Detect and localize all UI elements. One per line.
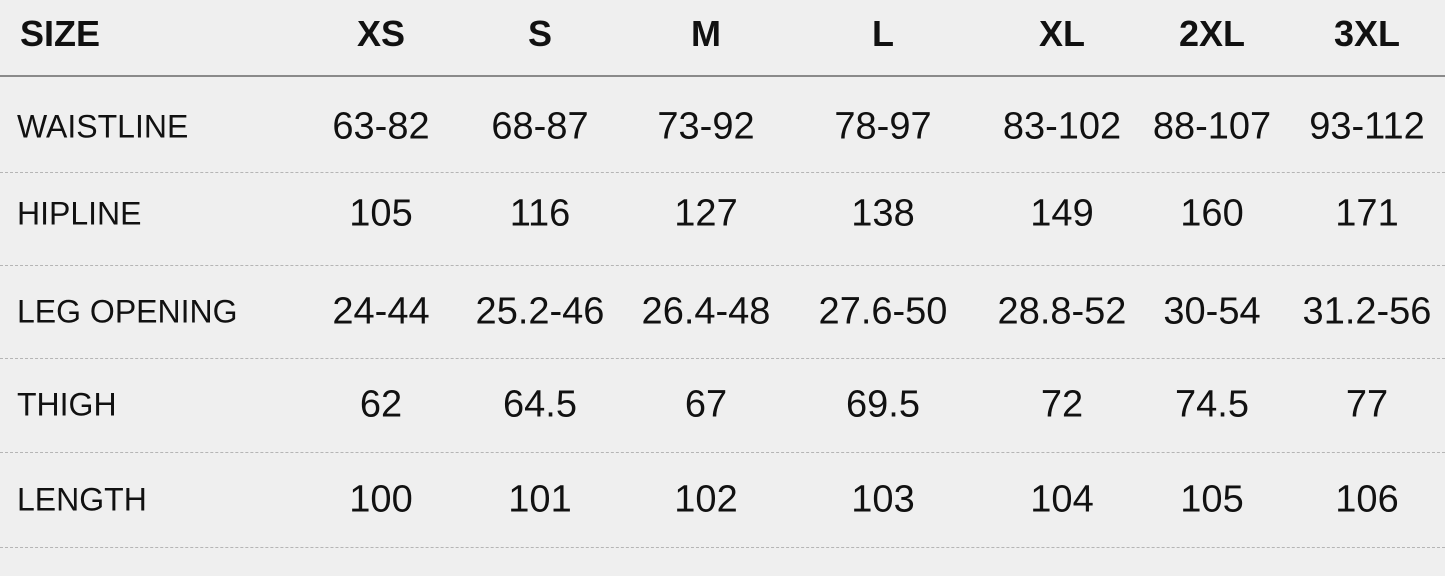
measurement: 100 (349, 478, 413, 521)
measurement: 77 (1345, 383, 1389, 426)
row-divider (0, 452, 1445, 453)
measurement: 103 (851, 478, 915, 521)
header-divider (0, 75, 1445, 77)
row-label: WAISTLINE (17, 108, 189, 145)
measurement: 28.8-52 (997, 290, 1127, 333)
measurement: 72 (1040, 383, 1084, 426)
measurement: 67 (684, 383, 728, 426)
measurement: 24-44 (332, 290, 430, 333)
measurement: 78-97 (834, 105, 932, 148)
measurement: 116 (509, 192, 571, 235)
measurement: 105 (349, 192, 413, 235)
row-divider (0, 265, 1445, 266)
row-label: LEG OPENING (17, 293, 238, 330)
size-header: S (527, 13, 553, 54)
measurement: 149 (1030, 192, 1094, 235)
measurement: 101 (508, 478, 572, 521)
measurement: 73-92 (657, 105, 755, 148)
measurement: 31.2-56 (1302, 290, 1432, 333)
measurement: 68-87 (491, 105, 589, 148)
measurement: 127 (674, 192, 738, 235)
measurement: 63-82 (332, 105, 430, 148)
size-header: 3XL (1333, 13, 1401, 54)
measurement: 64.5 (503, 383, 577, 426)
size-header: XS (356, 13, 406, 54)
measurement: 83-102 (1002, 105, 1122, 148)
row-divider (0, 172, 1445, 173)
size-header: XL (1038, 13, 1086, 54)
measurement: 138 (851, 192, 915, 235)
row-divider (0, 358, 1445, 359)
measurement: 93-112 (1309, 105, 1425, 148)
row-label: THIGH (17, 386, 117, 423)
measurement: 30-54 (1163, 290, 1261, 333)
size-header: L (872, 13, 894, 54)
measurement: 171 (1335, 192, 1399, 235)
measurement: 104 (1030, 478, 1094, 521)
measurement: 62 (359, 383, 403, 426)
measurement: 105 (1180, 478, 1244, 521)
row-divider (0, 547, 1445, 548)
measurement: 25.2-46 (475, 290, 605, 333)
row-label: LENGTH (17, 481, 147, 518)
measurement: 74.5 (1175, 383, 1249, 426)
size-header: 2XL (1178, 13, 1246, 54)
measurement: 69.5 (846, 383, 920, 426)
row-label: HIPLINE (17, 195, 142, 232)
measurement: 102 (674, 478, 738, 521)
measurement: 88-107 (1152, 105, 1272, 148)
size-header: M (691, 13, 721, 54)
measurement: 27.6-50 (818, 290, 948, 333)
header-label: SIZE (20, 13, 101, 54)
measurement: 26.4-48 (641, 290, 771, 333)
measurement: 106 (1335, 478, 1399, 521)
measurement: 160 (1180, 192, 1244, 235)
